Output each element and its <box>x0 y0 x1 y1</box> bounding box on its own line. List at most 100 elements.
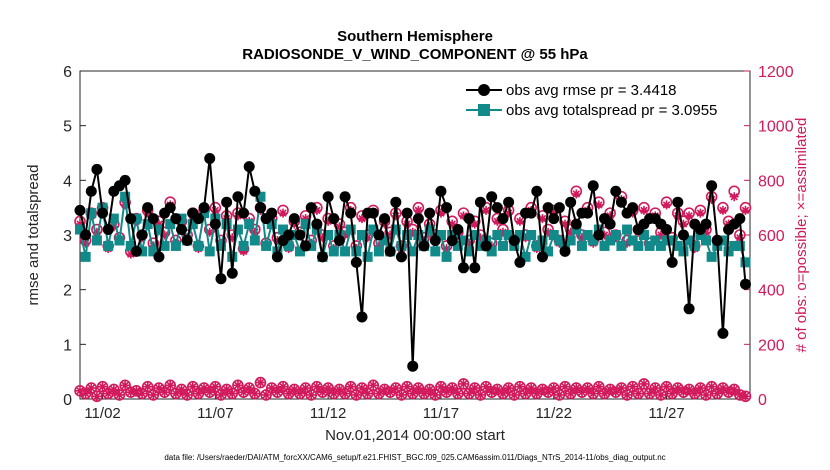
rmse-marker <box>395 251 407 263</box>
obs-assimilated-low-marker <box>718 383 728 393</box>
spread-marker <box>159 240 170 251</box>
spread-marker <box>644 240 655 251</box>
legend-marker-rmse <box>478 84 490 96</box>
obs-assimilated-marker <box>205 227 215 237</box>
obs-assimilated-low-marker <box>515 382 525 392</box>
rmse-marker <box>164 202 176 214</box>
chart-title: Southern Hemisphere <box>337 28 493 45</box>
rmse-marker <box>486 191 498 203</box>
rmse-marker <box>508 234 520 246</box>
obs-assimilated-low-marker <box>385 387 395 397</box>
rmse-marker <box>514 256 526 268</box>
obs-assimilated-low-marker <box>205 387 215 397</box>
spread-marker <box>486 246 497 257</box>
obs-assimilated-low-marker <box>622 390 632 400</box>
spread-marker <box>520 251 531 262</box>
rmse-marker <box>328 213 340 225</box>
obs-assimilated-low-marker <box>707 382 717 392</box>
spread-marker <box>672 240 683 251</box>
rmse-marker <box>683 303 695 315</box>
obs-assimilated-low-marker <box>712 389 722 399</box>
spread-marker <box>599 240 610 251</box>
spread-marker <box>75 224 85 235</box>
obs-assimilated-low-marker <box>261 390 271 400</box>
rmse-marker <box>215 273 227 285</box>
rmse-marker <box>706 180 718 192</box>
obs-assimilated-low-marker <box>188 382 198 392</box>
chart-subtitle: RADIOSONDE_V_WIND_COMPONENT @ 55 hPa <box>242 46 588 63</box>
obs-assimilated-low-marker <box>92 391 102 401</box>
spread-marker <box>125 240 136 251</box>
obs-assimilated-low-marker <box>239 387 249 397</box>
obs-assimilated-low-marker <box>193 389 203 399</box>
rmse-marker <box>209 218 221 230</box>
obs-assimilated-marker <box>442 244 452 254</box>
spread-marker <box>283 240 294 251</box>
rmse-marker <box>390 196 402 208</box>
obs-assimilated-marker <box>323 216 333 226</box>
spread-marker <box>266 219 277 230</box>
spread-marker <box>588 235 599 246</box>
spread-marker <box>328 246 339 257</box>
rmse-marker <box>317 251 329 263</box>
obs-possible-low-marker <box>299 382 312 394</box>
obs-assimilated-marker <box>695 208 705 218</box>
rmse-marker <box>734 213 746 225</box>
rmse-marker <box>136 229 148 241</box>
spread-marker <box>176 213 187 224</box>
obs-assimilated-marker <box>385 230 395 240</box>
rmse-marker <box>384 245 396 257</box>
spread-marker <box>622 224 633 235</box>
spread-marker <box>278 224 289 235</box>
obs-possible-low-marker <box>700 389 712 401</box>
rmse-marker <box>412 213 424 225</box>
spread-marker <box>729 240 740 251</box>
obs-assimilated-marker <box>272 235 282 245</box>
obs-assimilated-low-marker <box>740 391 750 401</box>
spread-marker <box>424 224 435 235</box>
spread-marker <box>108 213 119 224</box>
obs-assimilated-low-marker <box>171 389 181 399</box>
obs-assimilated-low-marker <box>114 390 124 400</box>
obs-assimilated-marker <box>408 227 418 237</box>
rmse-marker <box>322 191 334 203</box>
obs-assimilated-marker <box>447 219 457 229</box>
obs-assimilated-low-marker <box>137 389 147 399</box>
rmse-marker <box>226 267 238 279</box>
obs-assimilated-marker <box>481 205 491 215</box>
rmse-marker <box>441 202 453 214</box>
rmse-marker <box>97 207 109 219</box>
spread-marker <box>537 235 548 246</box>
obs-assimilated-low-marker <box>425 384 435 394</box>
rmse-marker <box>198 202 210 214</box>
rmse-marker <box>288 213 300 225</box>
obs-possible-low-marker <box>457 378 470 390</box>
obs-assimilated-low-marker <box>374 389 384 399</box>
rmse-marker <box>548 213 560 225</box>
rmse-marker <box>435 185 447 197</box>
obs-assimilated-marker <box>577 233 587 243</box>
obs-assimilated-low-marker <box>481 382 491 392</box>
rmse-marker <box>480 240 492 252</box>
obs-assimilated-marker <box>622 238 632 248</box>
obs-possible-low-marker <box>164 379 177 392</box>
x-tick-label: 11/22 <box>536 405 572 422</box>
obs-assimilated-low-marker <box>436 382 446 392</box>
rmse-marker <box>80 229 92 241</box>
y-tick-label: 0 <box>63 392 72 409</box>
spread-marker <box>221 219 232 230</box>
obs-assimilated-low-marker <box>543 387 553 397</box>
obs-possible-low-marker <box>514 380 526 393</box>
spread-marker <box>706 251 717 262</box>
obs-assimilated-marker <box>334 222 344 232</box>
obs-assimilated-low-marker <box>210 382 220 392</box>
obs-assimilated-low-marker <box>413 383 423 393</box>
obs-possible-low-marker <box>621 389 633 401</box>
spread-marker <box>345 224 356 235</box>
obs-assimilated-low-marker <box>233 380 243 390</box>
obs-assimilated-low-marker <box>447 383 457 393</box>
spread-marker <box>170 240 181 251</box>
legend: obs avg rmse pr = 3.4418 obs avg totalsp… <box>460 79 742 123</box>
obs-assimilated-marker <box>740 205 750 215</box>
obs-assimilated-marker <box>566 227 576 237</box>
